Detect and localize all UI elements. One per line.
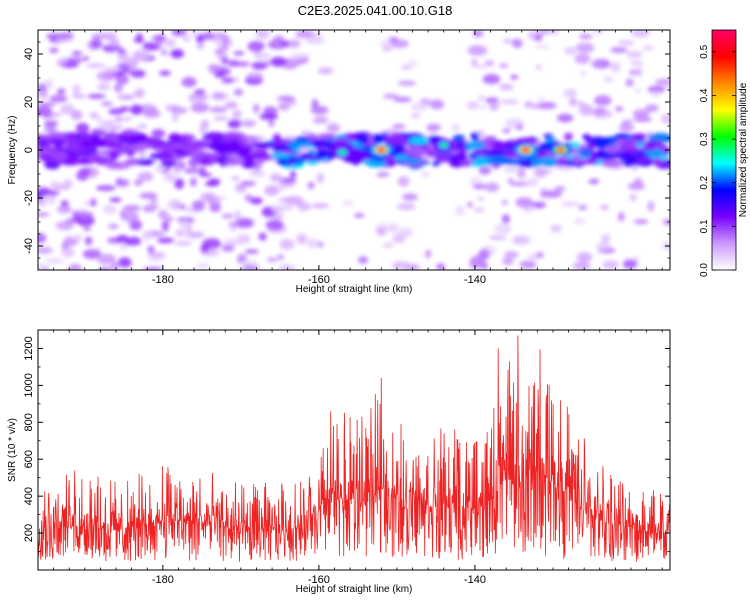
x-tick-label: -140 xyxy=(464,574,486,586)
colorbar-tick-label: 0.4 xyxy=(699,88,710,102)
y-tick-label: 600 xyxy=(23,450,35,468)
y-tick-label: -40 xyxy=(23,238,35,254)
colorbar-tick-label: 0.0 xyxy=(699,263,710,277)
x-tick-label: -140 xyxy=(464,274,486,286)
y-tick-label: 400 xyxy=(23,487,35,505)
colorbar-tick-label: 0.5 xyxy=(699,44,710,58)
snr-y-label: SNR (10 * v/v) xyxy=(7,418,18,482)
x-tick-label: -180 xyxy=(152,574,174,586)
y-tick-label: 200 xyxy=(23,524,35,542)
colorbar: 0.0 0.1 0.2 0.3 0.4 0.5 Normalized spectral a… xyxy=(699,29,749,277)
y-tick-label: 20 xyxy=(23,96,35,108)
colorbar-label: Normalized spectral amplitude xyxy=(738,82,749,217)
snr-series xyxy=(38,335,670,562)
colorbar-tick-label: 0.2 xyxy=(699,175,710,189)
colorbar-tick-label: 0.1 xyxy=(699,219,710,233)
spectrogram-heatmap xyxy=(38,30,670,270)
colorbar-tick-label: 0.3 xyxy=(699,132,710,146)
x-tick-label: -180 xyxy=(152,274,174,286)
snr-panel: -180 -160 -140 200 400 600 800 1000 1200 Height… xyxy=(7,329,671,595)
y-tick-label: 40 xyxy=(23,48,35,60)
colorbar-ticks: 0.0 0.1 0.2 0.3 0.4 0.5 xyxy=(699,44,736,277)
snr-x-label: Height of straight line (km) xyxy=(296,584,413,595)
spectrogram-y-axis: -40 -20 0 20 40 xyxy=(23,29,670,271)
spectrogram-y-label: Frequency (Hz) xyxy=(7,116,18,185)
snr-frame xyxy=(37,329,671,571)
y-tick-label: -20 xyxy=(23,190,35,206)
spectrogram-panel: -180 -160 -140 -40 -20 0 20 40 Height of strai… xyxy=(7,29,671,295)
figure-title: C2E3.2025.041.00.10.G18 xyxy=(298,3,453,18)
spectrogram-x-label: Height of straight line (km) xyxy=(296,284,413,295)
snr-y-axis: 200 400 600 800 1000 1200 xyxy=(23,329,670,571)
y-tick-label: 800 xyxy=(23,413,35,431)
y-tick-label: 0 xyxy=(23,147,35,153)
snr-line xyxy=(38,335,670,562)
y-tick-label: 1000 xyxy=(23,373,35,397)
y-tick-label: 1200 xyxy=(23,336,35,360)
snr-x-axis: -180 -160 -140 xyxy=(37,330,663,586)
colorbar-gradient xyxy=(711,29,737,271)
x-tick-label: -160 xyxy=(308,574,330,586)
x-tick-label: -160 xyxy=(308,274,330,286)
spectrogram-x-axis: -180 -160 -140 xyxy=(37,30,663,286)
